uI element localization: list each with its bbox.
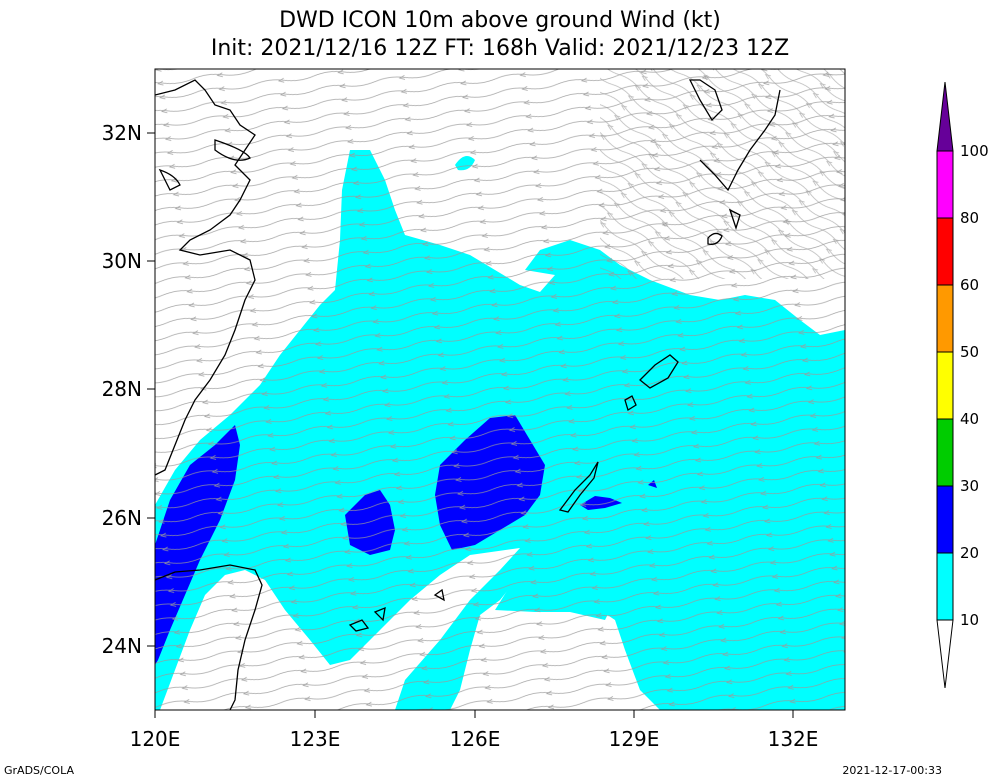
colorbar-label-30: 30 — [960, 477, 979, 495]
colorbar-bin-30-40 — [936, 418, 954, 487]
colorbar-label-10: 10 — [960, 611, 979, 629]
colorbar-label-80: 80 — [960, 209, 979, 227]
y-tick-label-32n: 32N — [102, 121, 142, 145]
colorbar-label-60: 60 — [960, 276, 979, 294]
coastlines — [155, 79, 781, 710]
map-subtitle: Init: 2021/12/16 12Z FT: 168h Valid: 202… — [210, 36, 790, 61]
map-title: DWD ICON 10m above ground Wind (kt) — [279, 8, 721, 33]
colorbar — [936, 81, 954, 689]
colorbar-upper-arrow — [936, 81, 954, 152]
colorbar-bin-20-30 — [936, 485, 954, 554]
streamlines-northeast — [600, 69, 845, 279]
y-ticks — [147, 132, 155, 647]
y-tick-label-30n: 30N — [102, 249, 142, 273]
colorbar-bin-50-60 — [936, 284, 954, 353]
colorbar-bin-80-100 — [936, 150, 954, 219]
colorbar-bin-60-80 — [936, 217, 954, 286]
colorbar-bin-40-50 — [936, 351, 954, 420]
x-ticks — [154, 710, 794, 718]
footer-software: GrADS/COLA — [4, 764, 74, 777]
x-tick-label-120e: 120E — [130, 727, 181, 751]
colorbar-bin-10-20 — [936, 552, 954, 621]
x-tick-label-132e: 132E — [768, 727, 819, 751]
y-tick-label-26n: 26N — [102, 506, 142, 530]
colorbar-lower-arrow — [936, 619, 954, 689]
colorbar-label-100: 100 — [960, 142, 989, 160]
colorbar-label-40: 40 — [960, 410, 979, 428]
x-tick-label-129e: 129E — [609, 727, 660, 751]
x-tick-label-126e: 126E — [450, 727, 501, 751]
map-area — [155, 69, 845, 710]
x-tick-label-123e: 123E — [290, 727, 341, 751]
footer-timestamp: 2021-12-17-00:33 — [842, 764, 942, 777]
y-tick-label-24n: 24N — [102, 634, 142, 658]
colorbar-label-20: 20 — [960, 544, 979, 562]
colorbar-label-50: 50 — [960, 343, 979, 361]
y-tick-label-28n: 28N — [102, 377, 142, 401]
